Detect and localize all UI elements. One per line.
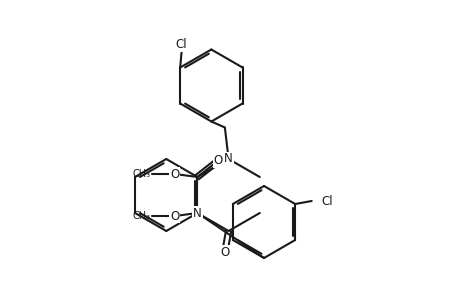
Text: Cl: Cl xyxy=(321,194,332,208)
Text: O: O xyxy=(170,209,179,223)
Text: O: O xyxy=(170,167,179,181)
Text: O: O xyxy=(213,154,223,167)
Text: CH₃: CH₃ xyxy=(132,169,150,179)
Text: CH₃: CH₃ xyxy=(132,211,150,221)
Text: N: N xyxy=(193,206,202,220)
Text: N: N xyxy=(224,152,232,166)
Text: O: O xyxy=(220,245,229,259)
Text: Cl: Cl xyxy=(175,38,187,52)
